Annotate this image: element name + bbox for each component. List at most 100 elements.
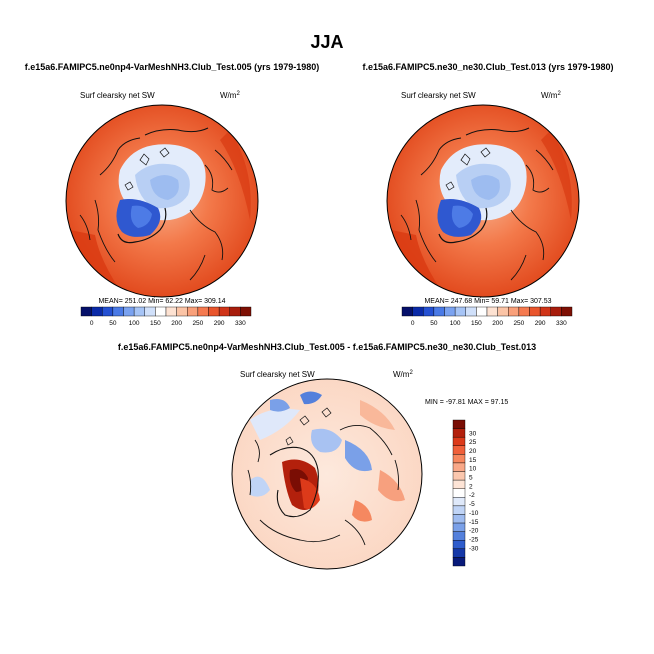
colorbar-tick-label: 0	[411, 320, 415, 327]
colorbar-tick-label: 30	[469, 430, 477, 437]
colorbar-tick-label: -25	[469, 536, 479, 543]
colorbar-swatch	[476, 306, 488, 317]
colorbar-tick-label: -30	[469, 545, 479, 552]
colorbar-tick-label: 150	[150, 320, 161, 327]
colorbar-swatch	[452, 454, 466, 464]
colorbar-swatch	[423, 306, 435, 317]
colorbar-swatch	[444, 306, 456, 317]
colorbar-swatch	[452, 479, 466, 489]
panel-c-map	[232, 379, 422, 569]
colorbar-tick-label: 50	[109, 320, 117, 327]
colorbar-swatch	[452, 428, 466, 438]
colorbar-swatch	[176, 306, 188, 317]
colorbar-tick-label: 15	[469, 457, 477, 464]
colorbar-tick-label: 330	[235, 320, 246, 327]
colorbar-tick-label: 290	[214, 320, 225, 327]
colorbar-swatch	[80, 306, 92, 317]
colorbar-tick-label: -5	[469, 501, 475, 508]
colorbar-swatch	[144, 306, 156, 317]
page-title: JJA	[310, 32, 343, 52]
panel-a-stats: MEAN= 251.02 Min= 62.22 Max= 309.14	[98, 298, 225, 305]
colorbar-swatch	[218, 306, 230, 317]
colorbar-swatch	[412, 306, 424, 317]
colorbar-swatch	[187, 306, 199, 317]
colorbar-swatch	[197, 306, 209, 317]
colorbar-swatch	[561, 306, 573, 317]
colorbar-swatch	[91, 306, 103, 317]
colorbar-swatch	[452, 540, 466, 550]
panel-model-a: f.e15a6.FAMIPC5.ne0np4-VarMeshNH3.Club_T…	[25, 62, 319, 327]
colorbar-swatch	[454, 306, 466, 317]
colorbar-tick-label: -20	[469, 528, 479, 535]
colorbar-swatch	[497, 306, 509, 317]
colorbar-swatch	[465, 306, 477, 317]
colorbar-swatch	[112, 306, 124, 317]
panel-c-units: W/m2	[393, 370, 413, 379]
colorbar-swatch	[452, 488, 466, 498]
colorbar-swatch	[508, 306, 520, 317]
colorbar-swatch	[401, 306, 413, 317]
colorbar-swatch	[550, 306, 562, 317]
colorbar-swatch	[452, 557, 466, 567]
colorbar-swatch	[452, 514, 466, 524]
panel-a-map	[66, 105, 258, 297]
colorbar-tick-label: -15	[469, 519, 479, 526]
panel-b-units: W/m2	[541, 91, 561, 100]
colorbar-swatch	[452, 522, 466, 532]
colorbar-swatch	[539, 306, 551, 317]
colorbar-tick-label: 25	[469, 439, 477, 446]
colorbar-tick-label: -2	[469, 492, 475, 499]
colorbar-swatch	[452, 548, 466, 558]
panel-a-colorbar: 0 50 100 150 200 250 290 330	[80, 306, 252, 327]
colorbar-swatch	[240, 306, 252, 317]
colorbar-swatch	[452, 531, 466, 541]
colorbar-tick-label: 250	[513, 320, 524, 327]
panel-a-units: W/m2	[220, 91, 240, 100]
panel-a-variable: Surf clearsky net SW	[80, 91, 155, 100]
colorbar-tick-label: -10	[469, 510, 479, 517]
panel-model-b: f.e15a6.FAMIPC5.ne30_ne30.Club_Test.013 …	[363, 62, 614, 327]
colorbar-tick-label: 330	[556, 320, 567, 327]
colorbar-tick-label: 150	[471, 320, 482, 327]
colorbar-tick-label: 20	[469, 448, 477, 455]
colorbar-swatch	[229, 306, 241, 317]
panel-b-colorbar: 0 50 100 150 200 250 290 330	[401, 306, 573, 327]
panel-a-title: f.e15a6.FAMIPC5.ne0np4-VarMeshNH3.Club_T…	[25, 62, 319, 72]
panel-b-title: f.e15a6.FAMIPC5.ne30_ne30.Club_Test.013 …	[363, 62, 614, 72]
colorbar-tick-label: 100	[129, 320, 140, 327]
panel-c-title: f.e15a6.FAMIPC5.ne0np4-VarMeshNH3.Club_T…	[118, 342, 536, 352]
colorbar-swatch	[452, 471, 466, 481]
colorbar-swatch	[452, 445, 466, 455]
colorbar-tick-label: 200	[492, 320, 503, 327]
colorbar-swatch	[452, 462, 466, 472]
panel-c-stats: MIN = -97.81 MAX = 97.15	[425, 399, 508, 406]
colorbar-tick-label: 2	[469, 483, 473, 490]
colorbar-swatch	[155, 306, 167, 317]
colorbar-tick-label: 100	[450, 320, 461, 327]
colorbar-tick-label: 200	[171, 320, 182, 327]
panel-c-variable: Surf clearsky net SW	[240, 370, 315, 379]
colorbar-swatch	[102, 306, 114, 317]
colorbar-swatch	[165, 306, 177, 317]
panel-difference: f.e15a6.FAMIPC5.ne0np4-VarMeshNH3.Club_T…	[118, 342, 536, 570]
panel-b-variable: Surf clearsky net SW	[401, 91, 476, 100]
colorbar-tick-label: 5	[469, 475, 473, 482]
colorbar-swatch	[452, 436, 466, 446]
colorbar-tick-label: 250	[192, 320, 203, 327]
colorbar-swatch	[529, 306, 541, 317]
colorbar-swatch	[452, 505, 466, 515]
colorbar-swatch	[433, 306, 445, 317]
panel-c-colorbar: 30 25 20 15 10 52 -2 -5 -10 -15 -20-25 -30	[452, 419, 479, 567]
colorbar-tick-label: 10	[469, 466, 477, 473]
colorbar-swatch	[486, 306, 498, 317]
colorbar-swatch	[208, 306, 220, 317]
colorbar-swatch	[452, 419, 466, 429]
colorbar-swatch	[133, 306, 145, 317]
colorbar-swatch	[518, 306, 530, 317]
colorbar-tick-label: 0	[90, 320, 94, 327]
colorbar-tick-label: 290	[535, 320, 546, 327]
colorbar-swatch	[123, 306, 135, 317]
colorbar-swatch	[452, 497, 466, 507]
panel-b-map	[387, 105, 579, 297]
